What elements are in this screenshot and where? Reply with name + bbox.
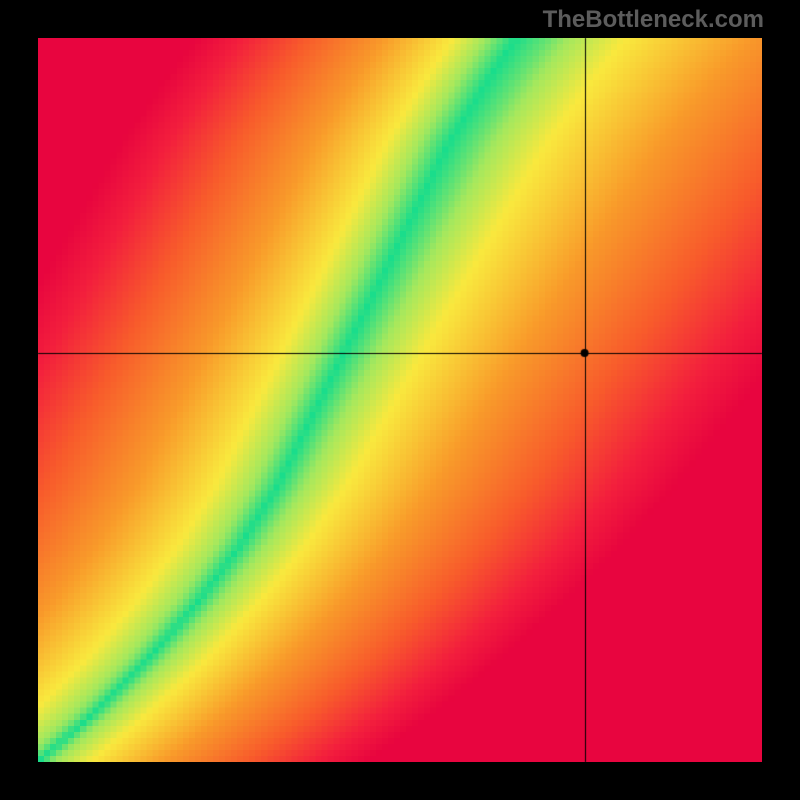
attribution-text: TheBottleneck.com <box>543 6 764 34</box>
crosshair-overlay <box>0 0 800 800</box>
